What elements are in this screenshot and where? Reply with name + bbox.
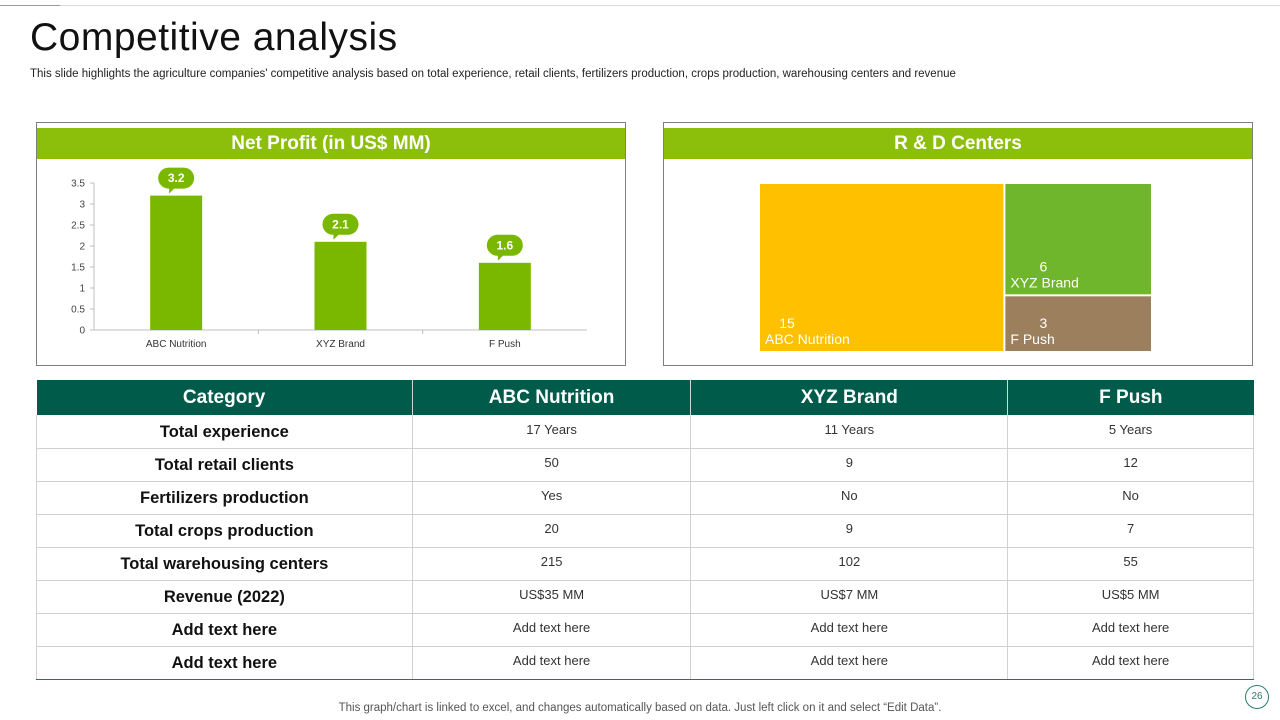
row-value-cell: 11 Years (690, 415, 1009, 449)
row-value-cell: 12 (1007, 448, 1254, 482)
treemap-name-label: XYZ Brand (1010, 274, 1078, 290)
y-tick-label: 1.5 (71, 263, 85, 274)
treemap-name-label: F Push (1010, 331, 1054, 347)
header-f-push: F Push (1007, 380, 1254, 415)
row-value-cell: Add text here (690, 613, 1009, 647)
footer-note: This graph/chart is linked to excel, and… (338, 702, 942, 714)
bar (314, 241, 367, 330)
row-category-cell: Fertilizers production (36, 481, 413, 515)
data-label: 1.6 (496, 238, 513, 252)
y-tick-label: 1 (79, 284, 85, 295)
row-value-cell: Add text here (1007, 613, 1254, 647)
row-value-cell: US$7 MM (690, 580, 1009, 614)
row-value-cell: Yes (412, 481, 692, 515)
row-value-cell: 9 (690, 514, 1009, 548)
bar (478, 262, 531, 330)
row-value-cell: No (690, 481, 1009, 515)
row-value-cell: 7 (1007, 514, 1254, 548)
net-profit-heading: Net Profit (in US$ MM) (37, 128, 625, 159)
row-value-cell: 50 (412, 448, 692, 482)
rd-centers-panel[interactable]: R & D Centers 15 ABC Nutrition 6 XYZ Brand 3… (663, 122, 1253, 366)
row-value-cell: US$35 MM (412, 580, 692, 614)
row-value-cell: 55 (1007, 547, 1254, 581)
row-category-cell: Total experience (36, 415, 413, 449)
top-rule-accent (0, 5, 60, 6)
y-tick-label: 3 (79, 200, 85, 211)
treemap-value-label: 15 (779, 315, 795, 331)
row-category-cell: Add text here (36, 613, 413, 647)
table-row: Revenue (2022) US$35 MM US$7 MM US$5 MM (36, 580, 1254, 614)
y-tick-label: 2 (79, 242, 85, 253)
row-value-cell: Add text here (690, 646, 1009, 680)
row-value-cell: 5 Years (1007, 415, 1254, 449)
row-value-cell: Add text here (412, 613, 692, 647)
table-row: Fertilizers production Yes No No (36, 481, 1254, 515)
row-category-cell: Revenue (2022) (36, 580, 413, 614)
data-label-pointer (497, 254, 504, 261)
treemap-name-label: ABC Nutrition (765, 331, 850, 347)
table-row: Total retail clients 50 9 12 (36, 448, 1254, 482)
net-profit-bar-chart[interactable]: 0 0.5 1 1.5 2 2.5 3 3.5 3.2 ABC Nutrition 2.1 XYZ B… (37, 163, 625, 363)
row-category-cell: Total warehousing centers (36, 547, 413, 581)
y-tick-label: 2.5 (71, 221, 85, 232)
table-row: Total crops production 20 9 7 (36, 514, 1254, 548)
bar (150, 195, 203, 330)
y-tick-label: 3.5 (71, 179, 85, 190)
data-label-bubble (158, 167, 195, 189)
row-value-cell: Add text here (412, 646, 692, 680)
row-value-cell: 17 Years (412, 415, 692, 449)
competitive-table: Category ABC Nutrition XYZ Brand F Push … (36, 380, 1254, 680)
header-category: Category (36, 380, 413, 415)
header-abc-nutrition: ABC Nutrition (412, 380, 692, 415)
treemap-value-label: 3 (1039, 315, 1047, 331)
row-value-cell: 20 (412, 514, 692, 548)
x-tick-label: F Push (489, 339, 521, 350)
y-tick-label: 0 (79, 326, 85, 337)
row-value-cell: 102 (690, 547, 1009, 581)
row-category-cell: Total crops production (36, 514, 413, 548)
table-row: Total warehousing centers 215 102 55 (36, 547, 1254, 581)
data-label: 2.1 (332, 217, 349, 231)
page-number: 26 (1245, 685, 1269, 709)
y-tick-label: 0.5 (71, 305, 85, 316)
table-row: Add text here Add text here Add text here A… (36, 613, 1254, 647)
header-xyz-brand: XYZ Brand (690, 380, 1009, 415)
row-value-cell: 9 (690, 448, 1009, 482)
data-label-bubble (322, 213, 359, 235)
treemap-tile (1005, 296, 1151, 351)
data-label: 3.2 (168, 171, 185, 185)
table-row: Add text here Add text here Add text here A… (36, 646, 1254, 680)
data-label-pointer (333, 233, 340, 240)
page-subtitle: This slide highlights the agriculture co… (30, 68, 956, 80)
row-category-cell: Add text here (36, 646, 413, 680)
treemap-value-label: 6 (1039, 258, 1047, 274)
treemap-tile (1005, 184, 1151, 295)
x-tick-label: ABC Nutrition (146, 339, 207, 350)
row-category-cell: Total retail clients (36, 448, 413, 482)
data-label-bubble (486, 234, 523, 256)
table-row: Total experience 17 Years 11 Years 5 Years (36, 415, 1254, 449)
page-title: Competitive analysis (30, 16, 398, 59)
x-tick-label: XYZ Brand (316, 339, 365, 350)
rd-centers-heading: R & D Centers (664, 128, 1252, 159)
row-value-cell: US$5 MM (1007, 580, 1254, 614)
table-header-row: Category ABC Nutrition XYZ Brand F Push (36, 380, 1254, 415)
row-value-cell: 215 (412, 547, 692, 581)
row-value-cell: Add text here (1007, 646, 1254, 680)
net-profit-panel[interactable]: Net Profit (in US$ MM) 0 0.5 1 1.5 2 2.5 3 3.5 3… (36, 122, 626, 366)
treemap-tile (760, 184, 1004, 351)
data-label-pointer (169, 187, 176, 194)
row-value-cell: No (1007, 481, 1254, 515)
top-rule (0, 5, 1280, 6)
